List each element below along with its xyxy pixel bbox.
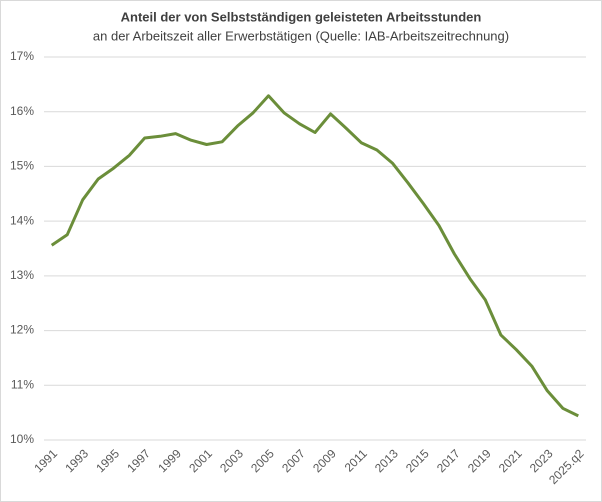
chart-title: Anteil der von Selbstständigen geleistet…	[121, 9, 482, 24]
data-line	[50, 94, 579, 418]
y-tick-label: 12%	[10, 323, 34, 337]
y-tick-label: 13%	[10, 268, 34, 282]
y-tick-label: 16%	[10, 104, 34, 118]
chart-subtitle: an der Arbeitszeit aller Erwerbstätigen …	[93, 28, 509, 43]
y-tick-label: 14%	[10, 213, 34, 227]
y-tick-label: 11%	[11, 377, 34, 391]
y-tick-label: 15%	[10, 159, 34, 173]
y-tick-label: 10%	[10, 432, 34, 446]
y-tick-label: 17%	[10, 49, 34, 63]
